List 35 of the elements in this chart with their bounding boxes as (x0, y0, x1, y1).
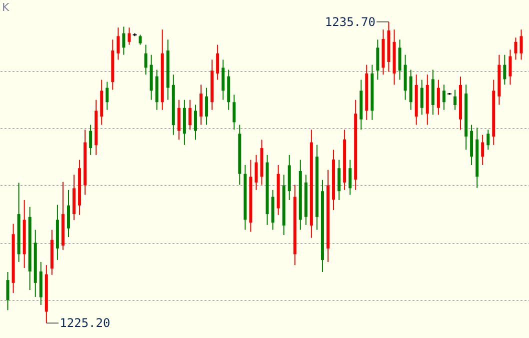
candlestick (194, 104, 197, 140)
annotation: 1235.70 (324, 14, 376, 29)
candlestick (222, 59, 225, 100)
candlestick (442, 84, 446, 110)
candlestick (338, 159, 341, 200)
candlestick (436, 79, 440, 116)
candlestick (508, 49, 512, 86)
candlestick (6, 272, 10, 311)
candlestick (128, 27, 131, 46)
candlestick (514, 37, 518, 60)
candlestick (116, 27, 120, 60)
candlestick (144, 44, 148, 76)
candlestick (420, 79, 424, 116)
candlestick (348, 159, 352, 196)
candlestick (376, 39, 380, 80)
candlestick (520, 29, 523, 60)
candlestick (398, 39, 402, 80)
annotation: K (2, 1, 10, 14)
candlestick (200, 84, 203, 126)
candlestick (486, 129, 490, 150)
candlestick (503, 54, 506, 86)
annotation: 1225.20 (60, 316, 110, 330)
candlestick (138, 34, 142, 46)
candlestick (216, 44, 220, 80)
candlestick (188, 99, 192, 130)
candlestick (254, 154, 258, 190)
candlestick (481, 134, 484, 166)
candlestick (232, 94, 236, 130)
candlestick (453, 89, 456, 110)
candlestick (205, 87, 208, 126)
candlestick (106, 81, 109, 110)
candlestick (122, 26, 126, 56)
candlestick (66, 189, 70, 238)
candlestick (177, 99, 180, 140)
candlestick (89, 124, 92, 156)
